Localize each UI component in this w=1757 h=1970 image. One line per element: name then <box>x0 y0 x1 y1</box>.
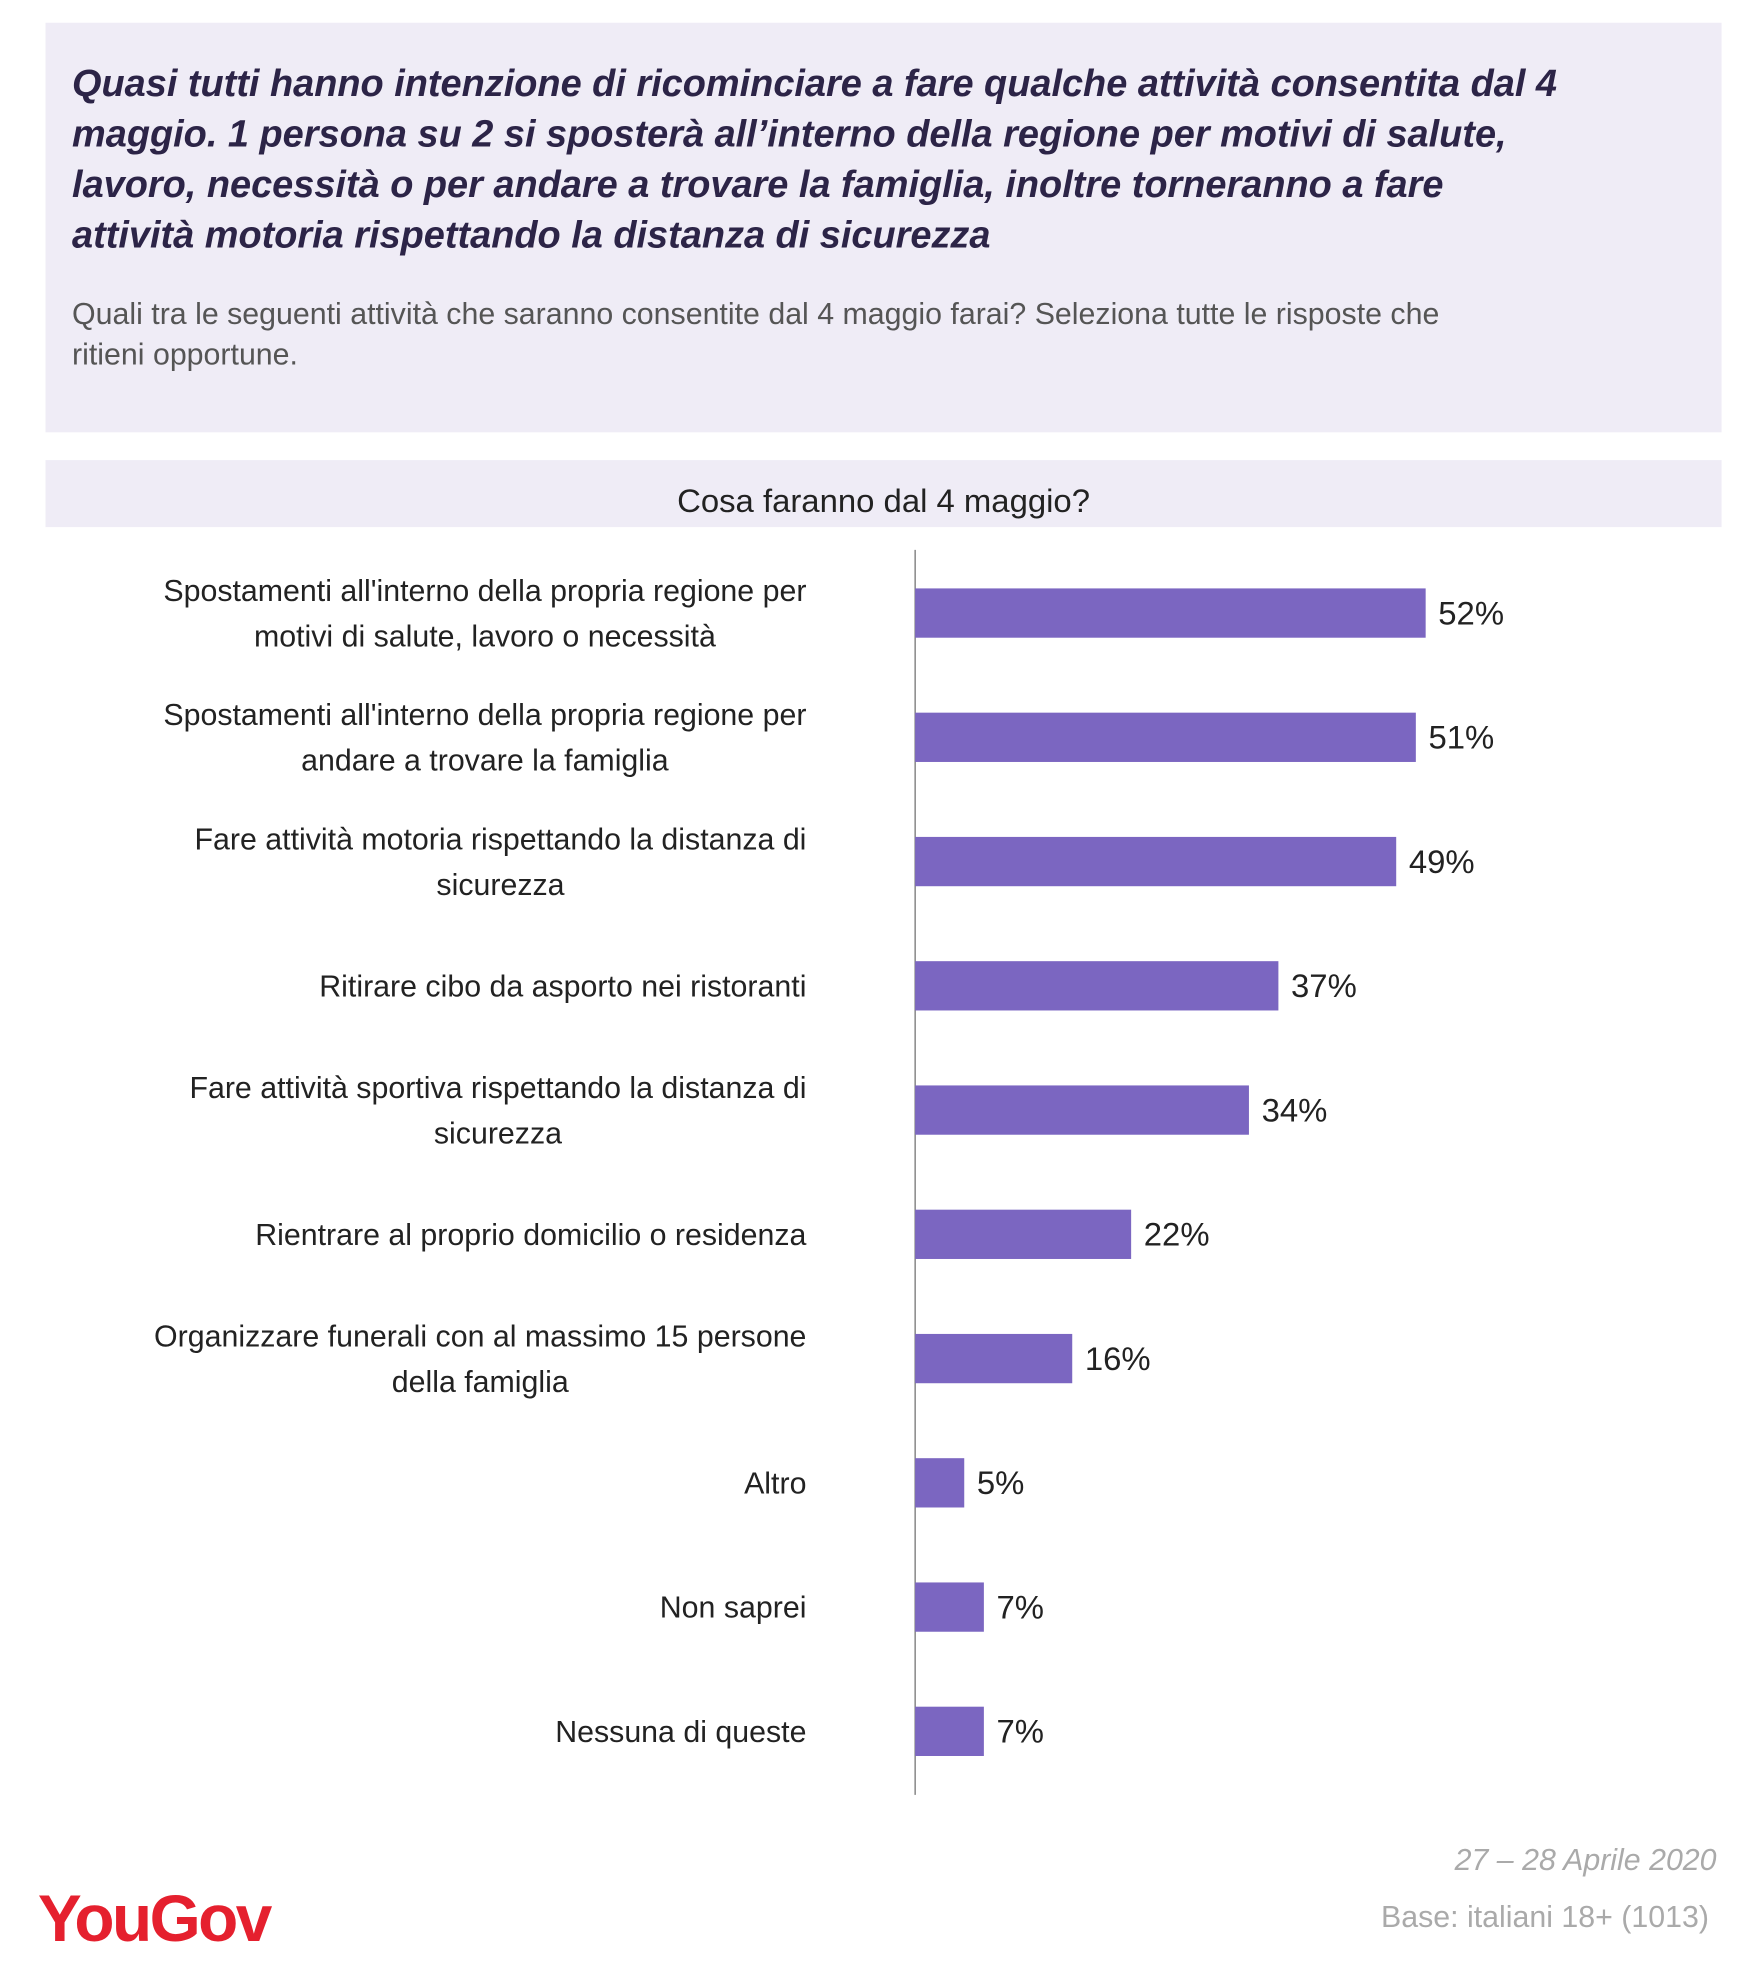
base-note: Base: italiani 18+ (1013) <box>1381 1901 1709 1934</box>
category-label: Rientrare al proprio domicilio o residen… <box>255 1219 806 1252</box>
value-label: 49% <box>1409 843 1475 880</box>
bar <box>915 961 1279 1011</box>
chart-subtitle: Quali tra le seguenti attività che saran… <box>72 298 1439 371</box>
bar <box>915 1085 1249 1135</box>
value-label: 34% <box>1262 1091 1328 1128</box>
value-label: 7% <box>997 1713 1044 1750</box>
category-label: Spostamenti all'interno della propria re… <box>163 699 806 778</box>
bar <box>915 1706 984 1756</box>
logo: YouGov <box>38 1882 273 1955</box>
value-label: 7% <box>997 1588 1044 1625</box>
category-label: Altro <box>744 1467 806 1500</box>
category-label: Ritirare cibo da asporto nei ristoranti <box>319 970 806 1003</box>
bar <box>915 1458 965 1508</box>
bar <box>915 1582 984 1632</box>
bar <box>915 1209 1132 1259</box>
bar <box>915 836 1397 887</box>
value-label: 52% <box>1438 594 1504 631</box>
category-label: Organizzare funerali con al massimo 15 p… <box>154 1320 806 1399</box>
bar <box>915 1333 1073 1384</box>
value-label: 51% <box>1428 719 1494 756</box>
header-panel <box>45 22 1722 433</box>
category-label: Non saprei <box>660 1592 807 1625</box>
chart-heading: Cosa faranno dal 4 maggio? <box>677 482 1090 519</box>
value-label: 37% <box>1291 967 1357 1004</box>
value-label: 22% <box>1144 1216 1210 1253</box>
category-label: Fare attività sportiva rispettando la di… <box>189 1072 806 1151</box>
bar <box>915 712 1416 762</box>
category-label: Fare attività motoria rispettando la dis… <box>195 823 807 902</box>
value-label: 5% <box>977 1464 1025 1501</box>
category-label: Spostamenti all'interno della propria re… <box>163 575 806 654</box>
date-note: 27 – 28 Aprile 2020 <box>1454 1844 1717 1877</box>
value-label: 16% <box>1085 1340 1151 1377</box>
category-label: Nessuna di queste <box>555 1716 806 1749</box>
chart-title: Quasi tutti hanno intenzione di ricominc… <box>72 63 1557 257</box>
chart-title-bar <box>45 460 1722 528</box>
bar <box>915 588 1426 638</box>
